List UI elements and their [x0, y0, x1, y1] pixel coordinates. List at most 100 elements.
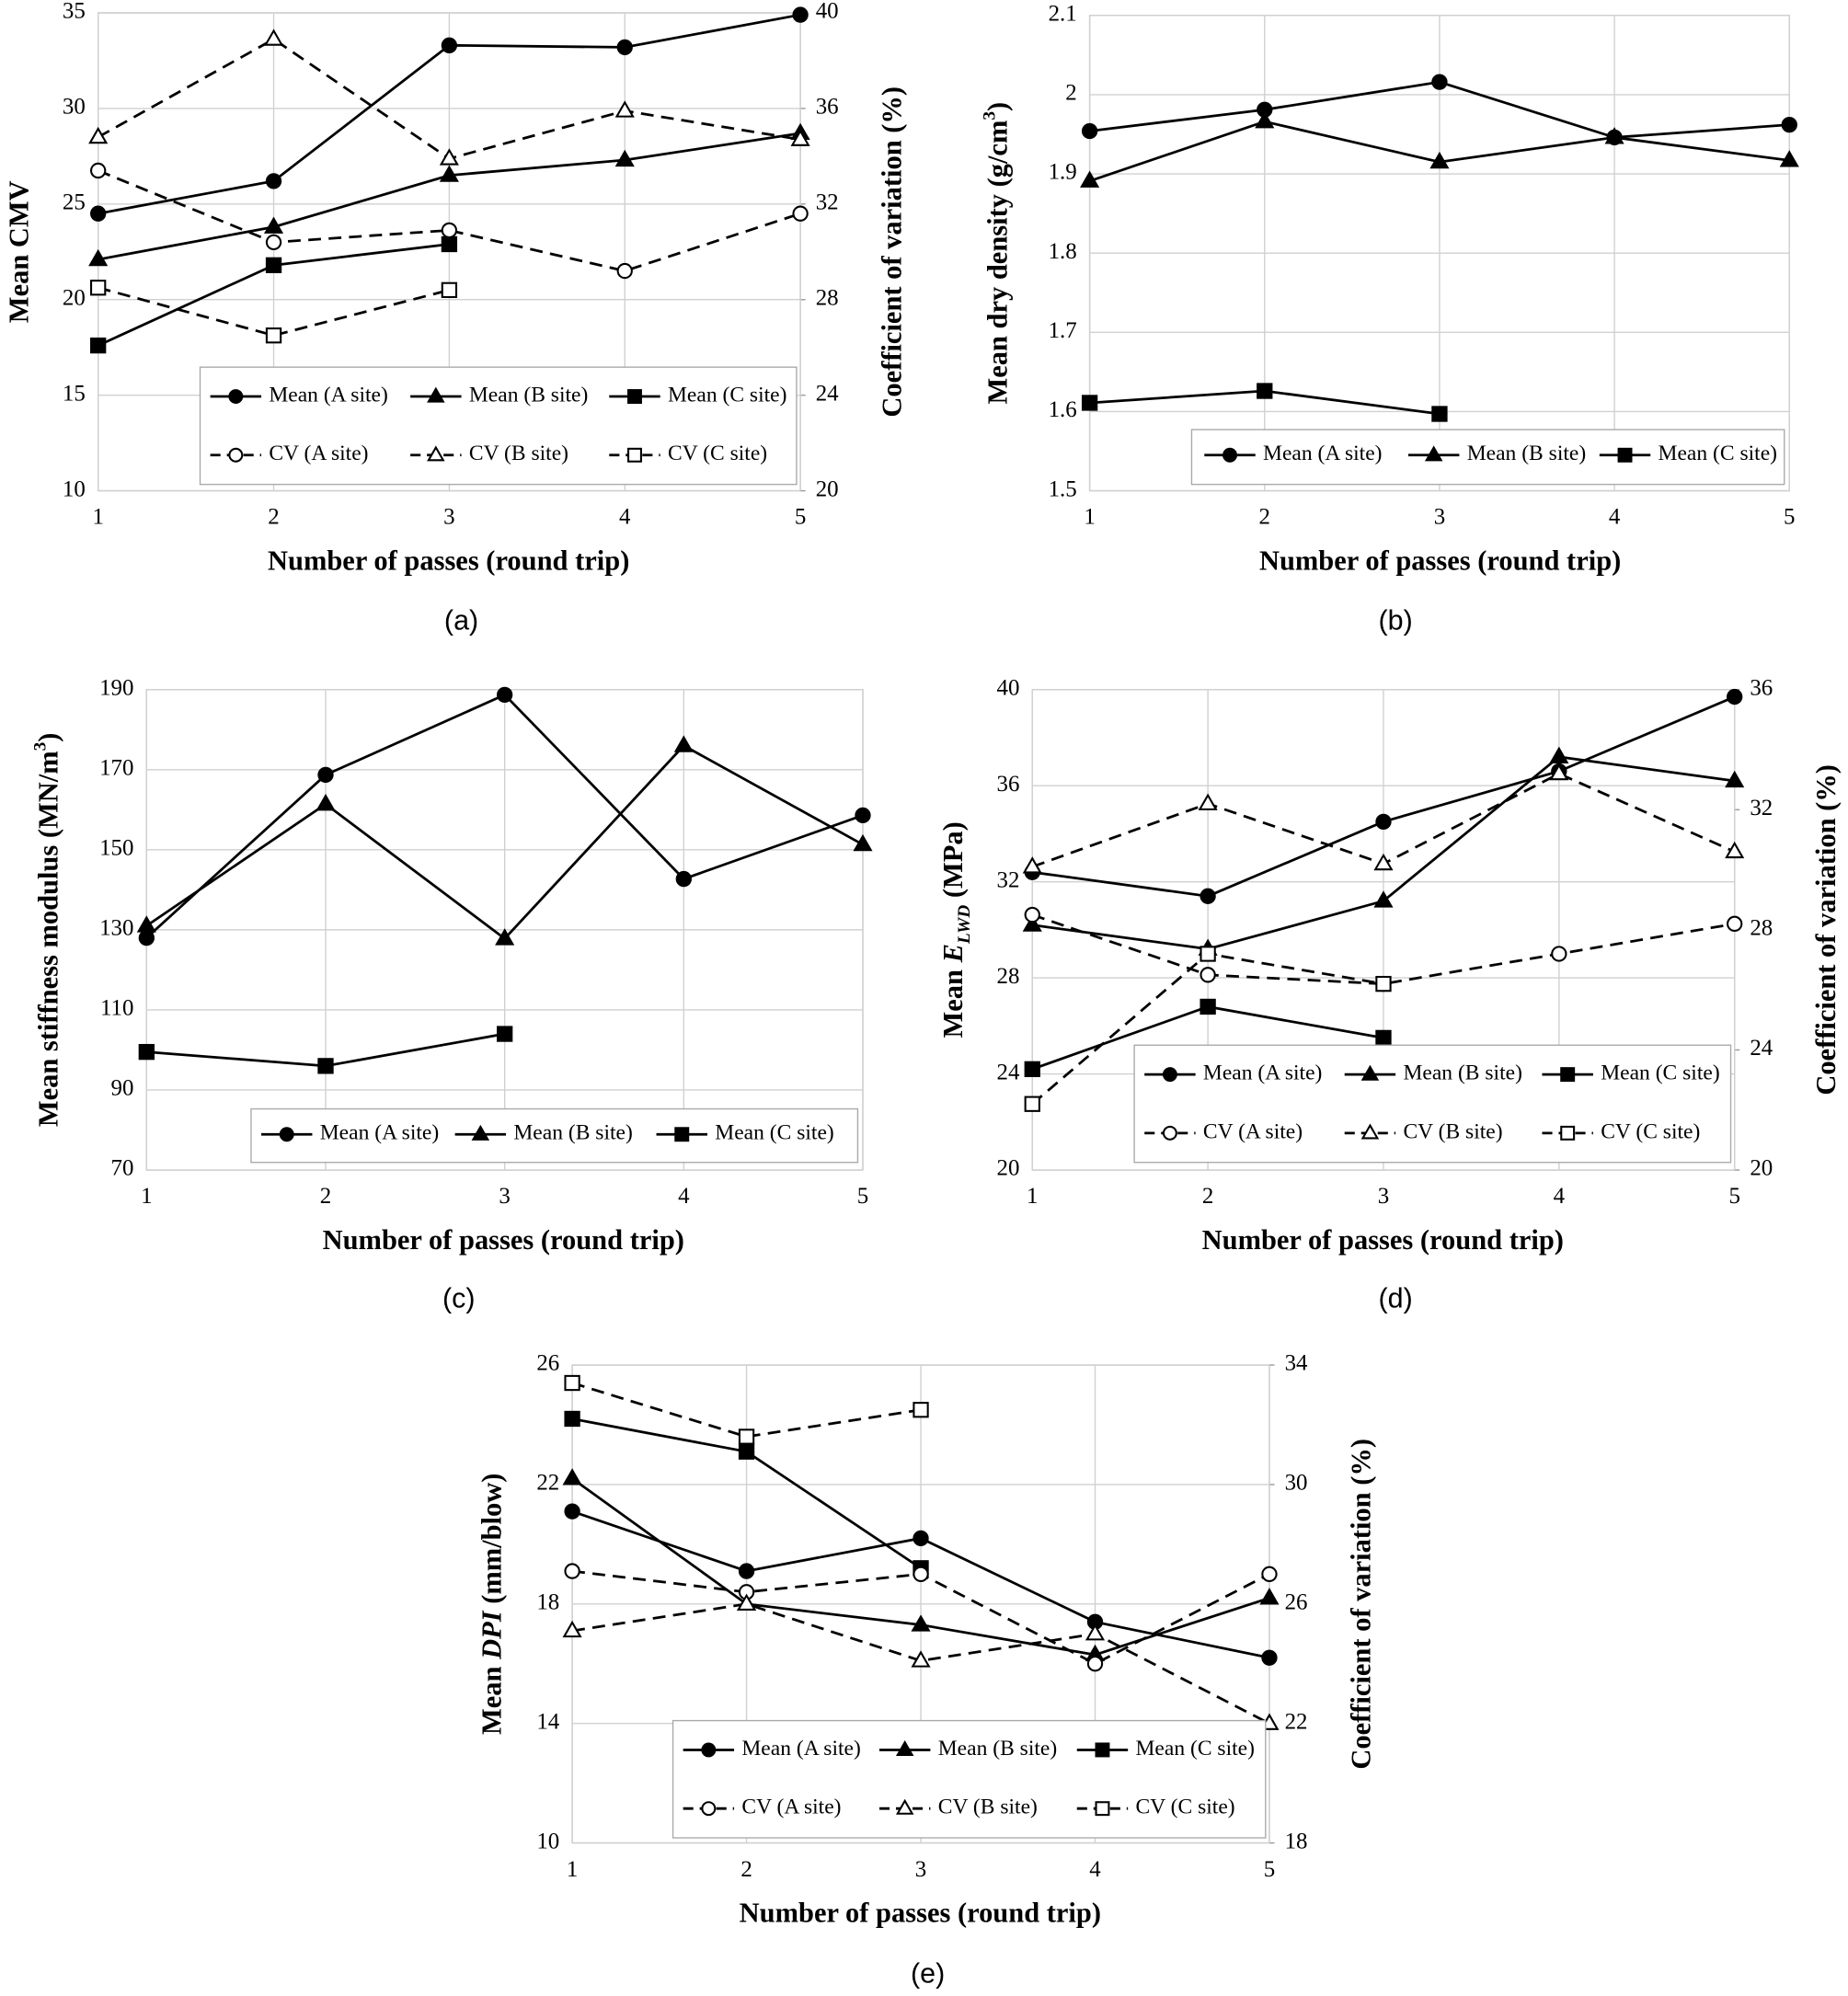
legend-marker [471, 1124, 490, 1141]
y-tick-label: 26 [536, 1351, 559, 1376]
caption: (e) [911, 1958, 945, 1990]
legend-label: Mean (B site) [1467, 442, 1586, 465]
data-point [497, 1026, 513, 1042]
data-point [792, 6, 809, 23]
data-point [1375, 813, 1392, 831]
data-point [562, 1620, 582, 1638]
data-point [1086, 1656, 1104, 1672]
legend-label: Mean (C site) [1659, 442, 1777, 465]
axis-label-part: (MPa) [937, 821, 969, 905]
x-axis-label: Number of passes (round trip) [740, 1898, 1101, 1929]
legend-label: CV (C site) [1135, 1795, 1234, 1819]
axis-label: Mean ELWD (MPa) [937, 821, 974, 1038]
axis-label-part: Mean dry density (g/cm [982, 120, 1014, 405]
legend-marker [1424, 445, 1443, 462]
legend-marker [895, 1798, 914, 1815]
legend-label: Mean (C site) [1135, 1737, 1254, 1761]
legend-marker [627, 447, 642, 463]
y-tick-label: 36 [996, 772, 1019, 797]
y-tick-label: 24 [996, 1060, 1019, 1084]
data-point [1781, 116, 1797, 133]
data-point [1373, 853, 1394, 871]
x-tick-label: 2 [320, 1184, 331, 1209]
series-line [1031, 913, 1735, 986]
legend-label: Mean (A site) [320, 1121, 439, 1145]
x-tick-label: 5 [857, 1184, 868, 1209]
data-point [1024, 906, 1040, 923]
legend-marker [1360, 1064, 1380, 1081]
y2-tick-label: 36 [1750, 675, 1773, 700]
y-tick-label: 10 [536, 1829, 559, 1853]
axis-label-part: DPI [476, 1610, 508, 1660]
x-tick-label: 4 [1554, 1184, 1566, 1209]
data-point [1255, 110, 1275, 129]
data-point [265, 234, 282, 251]
x-tick-label: 1 [1027, 1184, 1038, 1209]
data-point [564, 1503, 580, 1520]
legend-marker [228, 389, 244, 405]
caption: (b) [1379, 604, 1413, 636]
x-tick-label: 5 [1784, 505, 1795, 530]
y2-tick-label: 22 [1285, 1709, 1308, 1734]
data-point [1085, 1623, 1106, 1641]
caption: (d) [1379, 1282, 1413, 1313]
y-tick-label: 130 [99, 916, 133, 941]
caption: (c) [442, 1282, 476, 1313]
data-point [1725, 770, 1745, 788]
data-point [738, 1428, 755, 1445]
data-point [1024, 1096, 1040, 1112]
data-point [1199, 888, 1216, 904]
data-point [1022, 914, 1042, 932]
x-tick-label: 2 [1259, 505, 1270, 530]
data-point [1261, 1649, 1278, 1666]
data-point [913, 1402, 929, 1418]
y-tick-label: 40 [996, 675, 1019, 700]
y2-tick-label: 28 [1750, 916, 1773, 941]
legend-marker [701, 1801, 717, 1817]
x-tick-label: 2 [268, 505, 279, 530]
data-point [737, 1593, 757, 1611]
data-point [1431, 74, 1448, 90]
y2-tick-label: 18 [1285, 1829, 1308, 1853]
axis-label: Mean CMV [4, 180, 35, 323]
y2-tick-label: 24 [816, 381, 839, 406]
data-point [1549, 763, 1569, 781]
legend-label: CV (A site) [1203, 1119, 1303, 1143]
legend-label: Mean (C site) [1601, 1061, 1719, 1085]
axis-label-part: Mean stiffness modulus (MN/m [32, 751, 63, 1127]
axis-label: Coefficient of variation (%) [1810, 764, 1842, 1096]
y-tick-label: 25 [63, 190, 86, 215]
data-point [562, 1468, 582, 1486]
data-point [317, 1058, 334, 1074]
data-point [88, 126, 109, 144]
legend-label: CV (B site) [1403, 1119, 1502, 1143]
data-point [1725, 841, 1745, 859]
data-point [265, 257, 282, 273]
data-point [614, 100, 635, 118]
x-tick-label: 2 [740, 1857, 752, 1882]
legend-label: Mean (A site) [1203, 1061, 1322, 1085]
axis-label-part: 3 [981, 111, 1000, 120]
data-point [495, 928, 515, 946]
data-point [853, 833, 873, 852]
x-tick-label: 4 [678, 1184, 690, 1209]
x-axis-label: Number of passes (round trip) [268, 545, 629, 577]
y-tick-label: 1.8 [1049, 239, 1077, 264]
series-line [571, 1602, 1270, 1725]
data-point [1604, 127, 1624, 144]
data-point [1081, 395, 1098, 411]
legend-label: Mean (B site) [469, 383, 588, 407]
legend-marker [1162, 1067, 1177, 1083]
y-tick-label: 18 [536, 1590, 559, 1615]
y2-tick-label: 20 [816, 476, 839, 501]
legend-marker [279, 1127, 294, 1142]
data-point [673, 735, 694, 752]
data-point [138, 929, 155, 946]
legend-label: Mean (C site) [715, 1121, 833, 1145]
axis-label-part: (mm/blow) [476, 1474, 508, 1612]
legend-marker [1560, 1067, 1576, 1083]
x-tick-label: 4 [1609, 505, 1621, 530]
y-tick-label: 1.7 [1049, 318, 1077, 343]
data-point [1257, 383, 1273, 399]
